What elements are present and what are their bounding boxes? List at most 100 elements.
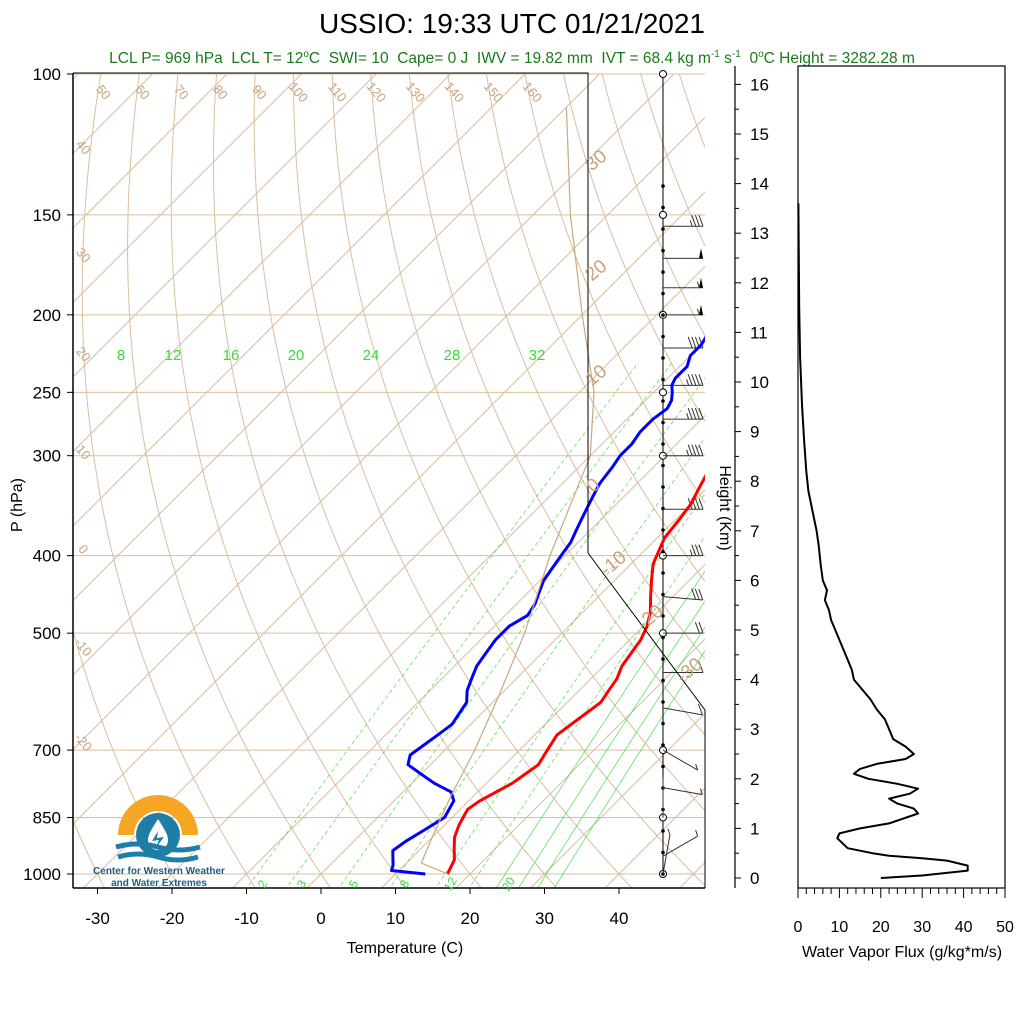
x-tick-label: -10 bbox=[234, 909, 259, 928]
flux-tick-label: 10 bbox=[831, 919, 849, 936]
wind-level-dot bbox=[661, 743, 665, 747]
wind-barb bbox=[663, 304, 703, 316]
isotherm-line bbox=[157, 340, 705, 888]
wind-level-dot bbox=[661, 227, 665, 231]
flux-axis-label: Water Vapor Flux (g/kg*m/s) bbox=[802, 944, 1002, 961]
mixing-ratio-line bbox=[495, 570, 705, 888]
flux-tick-label: 50 bbox=[996, 919, 1014, 936]
dry-adiabat-line bbox=[370, 73, 705, 812]
flux-tick-label: 30 bbox=[913, 919, 931, 936]
adiabat-label: 20 bbox=[582, 256, 612, 286]
swi-value: SWI= 10 bbox=[328, 50, 389, 68]
height-tick-label: 0 bbox=[750, 869, 759, 888]
isotherm-line bbox=[73, 73, 600, 602]
dry-adiabat-line bbox=[911, 74, 1024, 891]
mixing-ratio-label: 8 bbox=[117, 347, 125, 364]
logo-caption-line2: and Water Extremes bbox=[111, 878, 207, 889]
height-tick-label: 16 bbox=[750, 75, 769, 94]
adiabat-label: 20 bbox=[73, 344, 94, 365]
height-tick-label: 1 bbox=[750, 819, 759, 838]
isotherm-label: 100 bbox=[286, 79, 311, 105]
wind-level-dot bbox=[661, 678, 665, 683]
isotherm-label: 160 bbox=[520, 79, 545, 105]
logo-caption-line1: Center for Western Weather bbox=[93, 866, 225, 877]
height-tick-label: 9 bbox=[750, 423, 759, 442]
cw3e-logo bbox=[115, 795, 201, 863]
wind-level-dot bbox=[661, 420, 665, 425]
mixing-ratio-line bbox=[435, 492, 705, 888]
isotherm-line bbox=[73, 191, 705, 825]
x-tick-label: -30 bbox=[85, 909, 110, 928]
isotherm-line bbox=[82, 265, 705, 888]
mixing-ratio-line bbox=[553, 649, 705, 888]
wind-barb bbox=[663, 336, 704, 349]
adiabat-label: 10 bbox=[73, 442, 94, 463]
wind-barb bbox=[663, 407, 704, 420]
flux-panel-frame bbox=[797, 65, 1006, 889]
isotherm-line bbox=[73, 73, 302, 304]
wind-level-dot bbox=[661, 377, 665, 382]
water-vapor-flux-line bbox=[797, 203, 969, 879]
isotherm-label: 140 bbox=[442, 79, 467, 105]
adiabat-label: -10 bbox=[596, 547, 631, 581]
wind-level-marker bbox=[659, 388, 667, 397]
wind-level-dot bbox=[661, 635, 665, 640]
x-axis-label: Temperature (C) bbox=[347, 940, 463, 957]
mixing-ratio-line bbox=[338, 377, 705, 888]
y-tick-label: 300 bbox=[33, 447, 61, 466]
adiabat-label: 10 bbox=[582, 361, 612, 391]
water-drop-icon bbox=[148, 819, 168, 850]
dry-adiabat-line bbox=[640, 73, 705, 247]
isotherm-line bbox=[73, 73, 451, 453]
wind-level-dot bbox=[661, 700, 665, 704]
wind-barbs bbox=[659, 70, 704, 878]
wind-level-dot bbox=[661, 721, 665, 726]
mixing-ratio-line bbox=[537, 626, 705, 888]
mixing-ratio-line bbox=[389, 436, 705, 888]
wind-level-dot bbox=[661, 614, 665, 618]
wind-level-dot bbox=[661, 291, 665, 296]
isotherm-line bbox=[0, 74, 4, 891]
dry-adiabat-line bbox=[170, 73, 407, 888]
dry-adiabat-line bbox=[795, 74, 1024, 891]
height-tick-label: 15 bbox=[750, 125, 769, 144]
x-tick-label: 30 bbox=[535, 909, 554, 928]
wind-level-dot bbox=[661, 248, 665, 253]
adiabat-label: 40 bbox=[73, 137, 94, 158]
wind-level-marker bbox=[659, 70, 667, 78]
lightning-icon bbox=[152, 831, 164, 849]
dry-adiabat-line bbox=[756, 74, 1024, 891]
wind-barb bbox=[662, 830, 699, 857]
mixing-ratio-line bbox=[518, 600, 705, 888]
dry-adiabat-line bbox=[253, 73, 558, 888]
wind-level-dot bbox=[661, 850, 665, 855]
mixing-ratio-label: 28 bbox=[444, 347, 461, 364]
height-tick-label: 2 bbox=[750, 770, 759, 789]
y-tick-label: 150 bbox=[33, 206, 61, 225]
wind-level-dot bbox=[661, 184, 665, 188]
height-tick-label: 4 bbox=[750, 671, 759, 690]
dry-adiabat-line bbox=[718, 74, 1024, 891]
isotherm-line bbox=[529, 712, 705, 888]
skewt-background-lines bbox=[0, 73, 1024, 891]
wind-level-dot bbox=[661, 657, 665, 661]
parcel-profile-line bbox=[420, 107, 595, 875]
height-tick-label: 12 bbox=[750, 274, 769, 293]
isotherm-label: 50 bbox=[93, 82, 114, 103]
wind-level-dot bbox=[661, 764, 665, 769]
height-tick-label: 10 bbox=[750, 373, 769, 392]
y-tick-label: 850 bbox=[33, 809, 61, 828]
y-tick-label: 400 bbox=[33, 547, 61, 566]
dry-adiabat-line bbox=[331, 73, 705, 887]
height-tick-label: 13 bbox=[750, 224, 769, 243]
mixing-ratio-label: 12 bbox=[165, 347, 182, 364]
adiabat-label: 0 bbox=[75, 542, 91, 557]
isotherm-line bbox=[306, 489, 705, 888]
wind-level-dot bbox=[661, 463, 665, 468]
y-tick-label: 100 bbox=[33, 65, 61, 84]
y-tick-label: 250 bbox=[33, 383, 61, 402]
wind-level-dot bbox=[661, 485, 665, 489]
logo-wave-2 bbox=[117, 851, 199, 863]
isotherm-line bbox=[231, 414, 705, 888]
y-axis-label: P (hPa) bbox=[9, 478, 26, 532]
